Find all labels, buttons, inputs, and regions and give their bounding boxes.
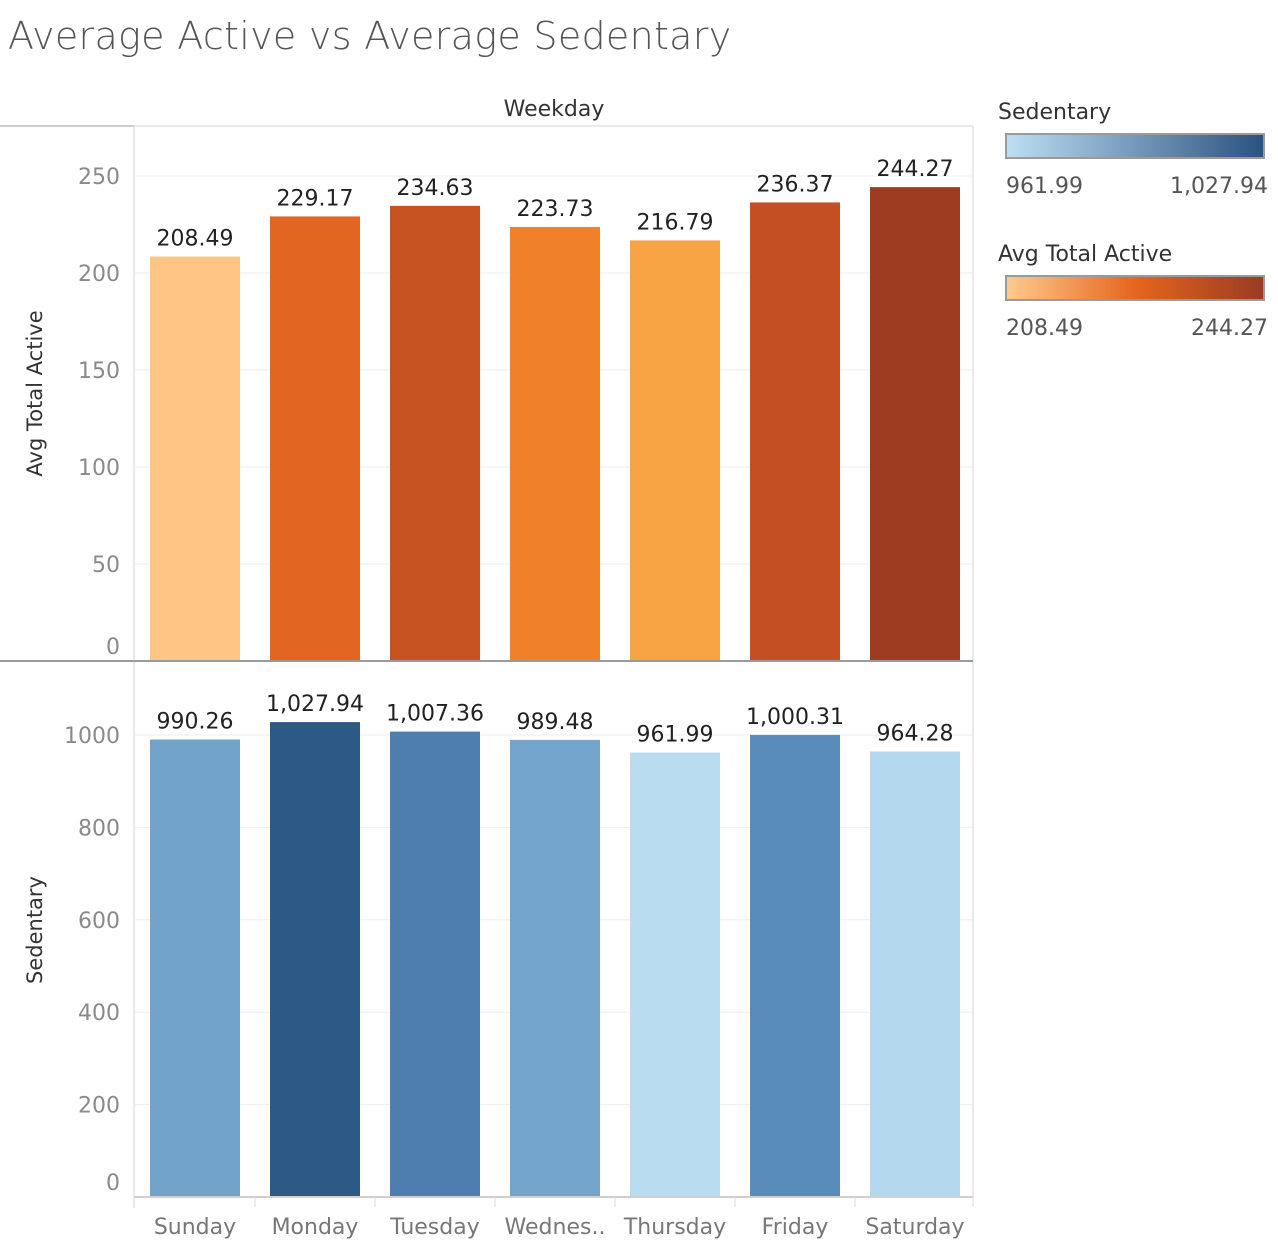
bar (630, 240, 720, 661)
bar-value-label: 990.26 (157, 709, 234, 734)
x-tick-label: Monday (272, 1215, 359, 1240)
x-tick-label: Sunday (154, 1215, 236, 1240)
x-tick-label: Saturday (865, 1215, 964, 1240)
bar-value-label: 1,007.36 (386, 702, 484, 727)
y-tick-label: 600 (78, 909, 120, 934)
bar (270, 216, 360, 661)
x-tick-label: Tuesday (389, 1215, 480, 1240)
legend-min-label: 961.99 (1006, 174, 1083, 199)
legend-color-ramp (1005, 275, 1265, 301)
y-tick-label: 800 (78, 816, 120, 841)
bar (390, 205, 480, 661)
legend-max-label: 244.27 (1191, 316, 1268, 341)
bar (390, 731, 480, 1197)
bar-value-label: 244.27 (877, 157, 954, 182)
y-tick-label: 50 (92, 553, 120, 578)
y-tick-label: 100 (78, 456, 120, 481)
bar (270, 722, 360, 1197)
y-tick-label: 150 (78, 359, 120, 384)
y-tick-label: 1000 (64, 724, 120, 749)
bar-value-label: 236.37 (757, 172, 834, 197)
legend-avg-total-active[interactable]: Avg Total Active 208.49 244.27 (998, 242, 1270, 341)
bar-value-label: 1,027.94 (266, 692, 364, 717)
bar-value-label: 208.49 (157, 227, 234, 252)
bar-chart: Weekday 0 50 100 150 200 250 Avg Total Active 20… (0, 97, 974, 1240)
legend-title: Sedentary (998, 100, 1112, 125)
bar (750, 202, 840, 661)
bar-value-label: 216.79 (637, 210, 714, 235)
x-tick-label: Thursday (623, 1215, 726, 1240)
bar (150, 256, 240, 661)
legend-max-label: 1,027.94 (1170, 174, 1268, 199)
legend-min-label: 208.49 (1006, 316, 1083, 341)
bar-value-label: 1,000.31 (746, 705, 844, 730)
x-tick-label: Wednes.. (505, 1215, 606, 1240)
y-tick-label: 0 (106, 635, 120, 660)
legend-sedentary[interactable]: Sedentary 961.99 1,027.94 (998, 100, 1270, 199)
y-tick-label: 0 (106, 1171, 120, 1196)
bar (870, 187, 960, 661)
bar-value-label: 989.48 (517, 710, 594, 735)
chart-title: Average Active vs Average Sedentary (8, 14, 732, 58)
bar-value-label: 234.63 (397, 176, 474, 201)
panel-1: 0 50 100 150 200 250 Avg Total Active 208.49 229… (0, 157, 973, 662)
bar-value-label: 229.17 (277, 186, 354, 211)
bar (150, 739, 240, 1197)
y-axis-title: Sedentary (23, 876, 47, 984)
legend-color-ramp (1005, 133, 1265, 159)
y-tick-label: 400 (78, 1001, 120, 1026)
bar (630, 752, 720, 1197)
y-tick-label: 200 (78, 262, 120, 287)
panel-2: 0 200 400 600 800 1000 Sedentary 990.26 1,027.94… (23, 692, 973, 1198)
bar (510, 739, 600, 1197)
bar-value-label: 961.99 (637, 723, 714, 748)
y-tick-label: 200 (78, 1094, 120, 1119)
y-tick-label: 250 (78, 165, 120, 190)
bar (870, 751, 960, 1197)
bar (510, 226, 600, 661)
x-tick-label: Friday (762, 1215, 829, 1240)
bar-value-label: 223.73 (517, 197, 594, 222)
column-header: Weekday (504, 97, 605, 122)
bar-value-label: 964.28 (877, 722, 954, 747)
y-axis-title: Avg Total Active (23, 310, 47, 476)
legend-title: Avg Total Active (998, 242, 1173, 267)
bar (750, 734, 840, 1197)
